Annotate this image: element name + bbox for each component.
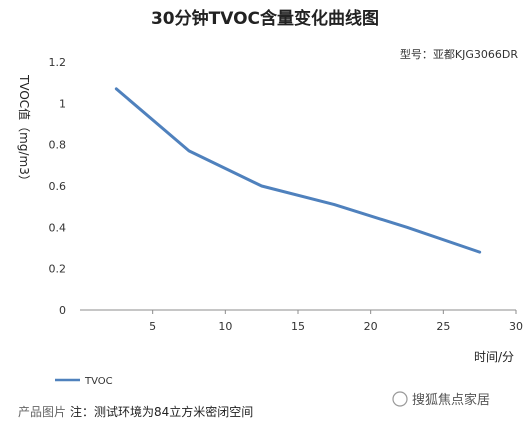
chart-title: 30分钟TVOC含量变化曲线图 <box>151 8 379 29</box>
y-axis-label: TVOC值（mg/m3） <box>17 74 32 187</box>
x-tick-label: 15 <box>291 320 305 333</box>
watermark-right: 搜狐焦点家居 <box>392 391 490 408</box>
data-point <box>187 149 191 153</box>
y-tick-label: 1 <box>59 97 66 110</box>
series-line-tvoc <box>114 87 482 254</box>
x-tick-label: 10 <box>218 320 232 333</box>
data-point <box>478 250 481 254</box>
x-axis-label: 时间/分 <box>474 350 514 364</box>
x-tick-label: 30 <box>509 320 523 333</box>
legend-label-tvoc: TVOC <box>84 376 113 387</box>
footnote: 注：测试环境为84立方米密闭空间 <box>70 404 253 419</box>
data-point <box>333 203 336 206</box>
y-tick-label: 0.4 <box>49 221 67 234</box>
y-tick-label: 0.2 <box>49 263 67 276</box>
y-tick-label: 0.8 <box>49 139 67 152</box>
watermark-left: 产品图片 <box>18 405 66 419</box>
y-tick-label: 0 <box>59 304 66 317</box>
model-label: 型号：亚都KJG3066DR <box>400 47 518 61</box>
x-tick-label: 20 <box>364 320 378 333</box>
watermark-right-text: 搜狐焦点家居 <box>412 392 490 408</box>
y-tick-label: 0.6 <box>49 180 67 193</box>
wechat-icon <box>392 391 408 407</box>
x-ticks: 5 10 15 20 25 30 <box>149 310 523 333</box>
data-point <box>405 226 409 229</box>
y-tick-label: 1.2 <box>49 56 67 69</box>
y-ticks: 0 0.2 0.4 0.6 0.8 1 1.2 <box>49 56 67 317</box>
data-point <box>115 87 118 91</box>
x-tick-label: 25 <box>436 320 450 333</box>
x-tick-label: 5 <box>149 320 156 333</box>
y-axis-title: TVOC值（mg/m3） <box>17 74 32 187</box>
series-layer <box>114 87 482 254</box>
data-point <box>260 184 263 188</box>
